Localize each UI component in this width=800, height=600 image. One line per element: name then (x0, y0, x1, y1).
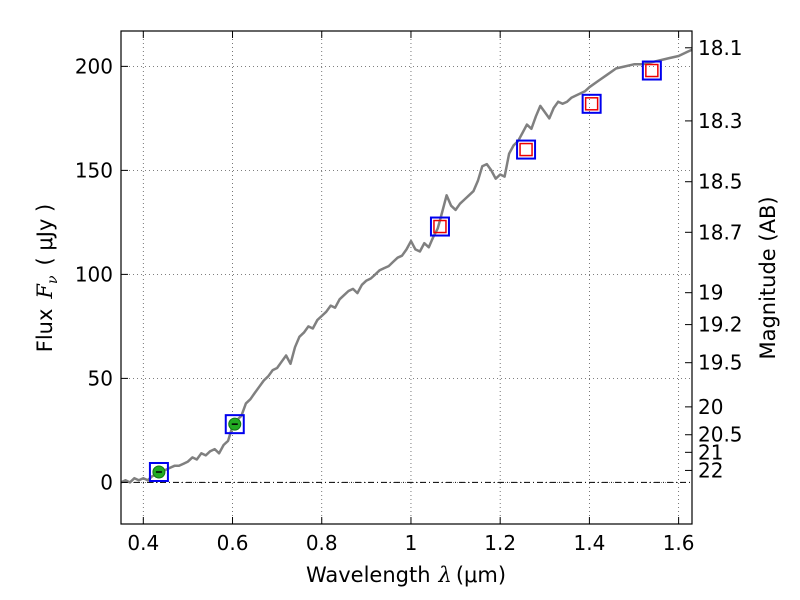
x-tick-label: 1.4 (573, 531, 605, 555)
tick-labels: 0.4 0.6 0.8 1 1.2 1.4 1.6 0 50 100 150 200 18.1 18.3 1… (75, 36, 743, 555)
y-axis-label: FluxFν( μJy ) (33, 204, 61, 352)
y2-tick-label: 18.5 (698, 170, 743, 194)
model-flux-marker (148, 461, 169, 482)
y-tick-label: 150 (75, 158, 113, 182)
y2-tick-label: 19.5 (698, 351, 743, 375)
y-tick-label: 0 (100, 470, 113, 494)
y2-axis-label: Magnitude (AB) (756, 196, 780, 359)
y2-tick-label: 20.5 (698, 423, 743, 447)
spectrum-line (120, 48, 693, 484)
predicted-flux-marker (645, 63, 659, 78)
model-flux-marker (224, 414, 245, 435)
plot-frame (120, 30, 693, 525)
axis-ticks (121, 31, 692, 524)
model-flux-marker (581, 93, 602, 114)
y2-tick-label: 21 (698, 440, 723, 464)
model-flux-marker (516, 139, 537, 160)
model-flux-marker (429, 216, 450, 237)
x-tick-label: 0.6 (217, 531, 249, 555)
y2-tick-label: 18.7 (698, 220, 743, 244)
x-tick-label: 0.4 (127, 531, 159, 555)
predicted-flux-marker (433, 219, 447, 234)
y2-tick-label: 20 (698, 395, 723, 419)
x-tick-label: 1.6 (663, 531, 695, 555)
plot-background (121, 31, 692, 524)
x-tick-label: 0.8 (306, 531, 338, 555)
photometry-markers (148, 60, 662, 482)
predicted-flux-marker (584, 97, 599, 111)
y-tick-label: 50 (88, 366, 113, 390)
y2-tick-label: 22 (698, 458, 723, 482)
y2-tick-label: 19.2 (698, 313, 743, 337)
y-tick-label: 200 (75, 54, 113, 78)
predicted-flux-marker (519, 142, 533, 157)
x-axis-label: Wavelength λ (μm) (306, 563, 506, 587)
x-tick-label: 1 (405, 531, 418, 555)
x-tick-label: 1.2 (484, 531, 516, 555)
model-flux-marker (641, 60, 662, 81)
y2-tick-label: 19 (698, 281, 723, 305)
y-tick-label: 100 (75, 262, 113, 286)
y2-tick-label: 18.1 (698, 36, 743, 60)
y2-tick-label: 18.3 (698, 109, 743, 133)
